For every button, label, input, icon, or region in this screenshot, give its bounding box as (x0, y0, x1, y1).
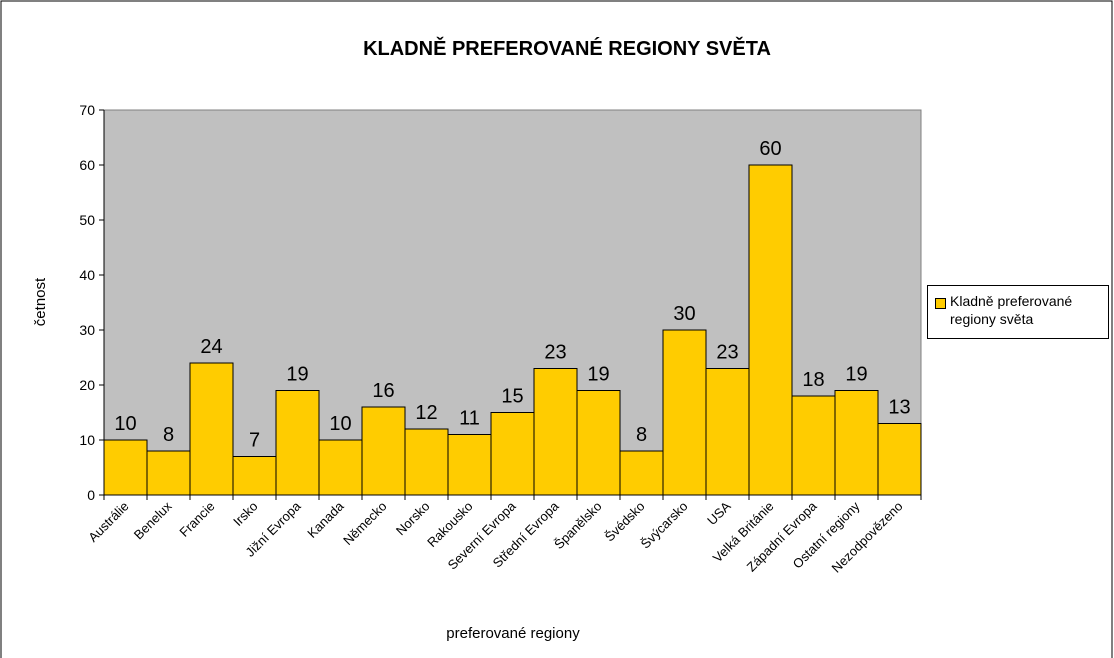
bar (189, 362, 234, 496)
bar (705, 368, 750, 496)
value-label: 23 (544, 342, 566, 364)
bar (662, 329, 707, 496)
value-label: 13 (888, 397, 910, 419)
value-label: 16 (372, 380, 394, 402)
bar (361, 406, 406, 496)
legend-swatch (935, 298, 946, 309)
value-label: 12 (415, 402, 437, 424)
y-axis-label: četnost (32, 277, 49, 326)
value-label: 23 (716, 342, 738, 364)
bar (877, 423, 922, 496)
bar (232, 456, 277, 496)
y-tick-label: 50 (79, 212, 95, 228)
bar (275, 390, 320, 496)
value-label: 10 (114, 413, 136, 435)
legend-label: Kladně preferované regiony světa (950, 293, 1073, 327)
value-label: 7 (249, 430, 260, 452)
bar (404, 428, 449, 496)
value-label: 19 (286, 364, 308, 386)
bar (576, 390, 621, 496)
value-label: 8 (163, 424, 174, 446)
bar (490, 412, 535, 496)
value-label: 19 (587, 364, 609, 386)
value-label: 19 (845, 364, 867, 386)
y-tick-label: 60 (79, 157, 95, 173)
value-label: 24 (200, 336, 222, 358)
value-label: 8 (636, 424, 647, 446)
y-tick-label: 20 (79, 377, 95, 393)
bar (619, 450, 664, 496)
value-label: 60 (759, 138, 781, 160)
bar (146, 450, 191, 496)
legend: Kladně preferované regiony světa (927, 285, 1109, 339)
bar (318, 439, 363, 496)
y-tick-label: 0 (87, 487, 95, 503)
chart-title: KLADNĚ PREFEROVANÉ REGIONY SVĚTA (363, 36, 771, 60)
bar (834, 390, 879, 496)
y-tick-label: 40 (79, 267, 95, 283)
y-tick-label: 30 (79, 322, 95, 338)
x-axis-label: preferované regiony (446, 625, 580, 642)
y-tick-label: 10 (79, 432, 95, 448)
value-label: 10 (329, 413, 351, 435)
bar (103, 439, 148, 496)
bar (447, 434, 492, 496)
value-label: 15 (501, 386, 523, 408)
bar (533, 368, 578, 496)
value-label: 11 (459, 408, 480, 430)
value-label: 30 (673, 303, 695, 325)
bar (791, 395, 836, 496)
y-tick-label: 70 (79, 102, 95, 118)
bar (748, 164, 793, 496)
value-label: 18 (802, 369, 824, 391)
